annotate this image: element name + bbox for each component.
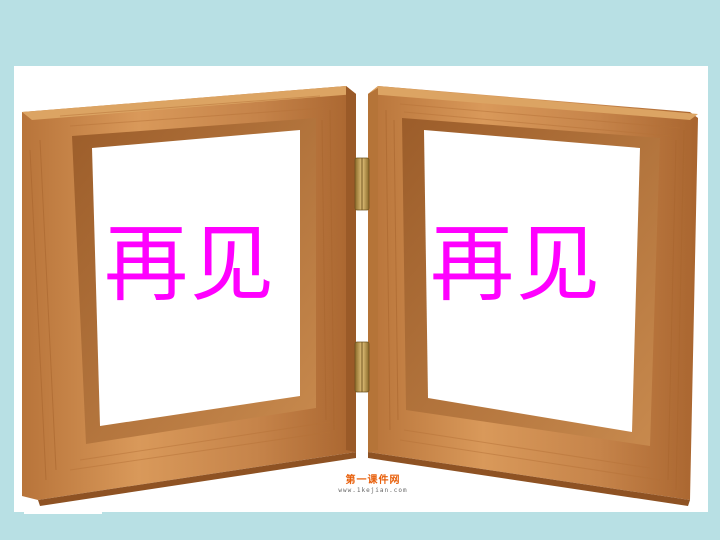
hinge-icon	[354, 157, 370, 393]
right-frame-caption: 再见	[430, 215, 603, 313]
watermark-url: www.1kejian.com	[338, 487, 408, 494]
slide-corner-strip	[24, 510, 102, 514]
left-frame-caption: 再见	[104, 215, 277, 313]
picture-frame-right	[368, 86, 698, 506]
picture-frame-left	[22, 86, 356, 506]
watermark-title: 第一课件网	[345, 475, 401, 486]
watermark-logo: 第一课件网 www.1kejian.com	[333, 475, 413, 495]
